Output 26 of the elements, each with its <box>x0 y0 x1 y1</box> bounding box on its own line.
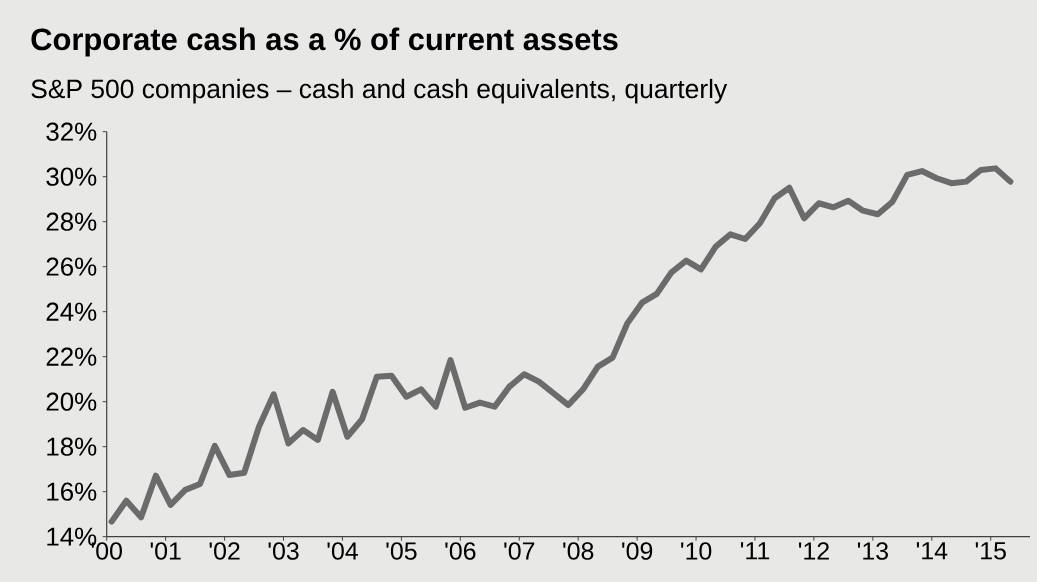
x-tick-label: '11 <box>740 542 770 560</box>
chart-subtitle: S&P 500 companies – cash and cash equivalents, quarterly <box>31 78 728 104</box>
x-tick-label: '10 <box>681 542 712 560</box>
x-tick-label: '13 <box>857 542 888 560</box>
x-tick-label: '01 <box>150 542 181 560</box>
y-tick-label: 22% <box>46 347 97 366</box>
y-tick-label: 32% <box>46 122 97 141</box>
x-tick-label: '02 <box>209 542 240 560</box>
y-tick-label: 18% <box>47 437 97 456</box>
x-tick-label: '03 <box>268 542 299 560</box>
y-tick-label: 26% <box>46 257 97 276</box>
x-tick-label: '08 <box>563 542 594 560</box>
x-tick-label: '12 <box>798 542 829 560</box>
x-tick-label: '09 <box>622 542 653 560</box>
x-tick-label: '15 <box>975 542 1006 560</box>
x-tick-label: '07 <box>504 542 535 560</box>
y-tick-label: 24% <box>46 302 97 321</box>
y-tick-label: 28% <box>46 212 97 231</box>
x-tick-label: '05 <box>386 542 417 560</box>
y-tick-label: 20% <box>46 392 97 411</box>
chart-title: Corporate cash as a % of current assets <box>31 27 618 57</box>
y-tick-label: 16% <box>47 482 97 501</box>
y-tick-label: 30% <box>46 167 97 186</box>
x-tick-label: '06 <box>445 542 476 560</box>
x-tick-label: '14 <box>916 542 948 560</box>
x-tick-label: '04 <box>327 542 358 560</box>
